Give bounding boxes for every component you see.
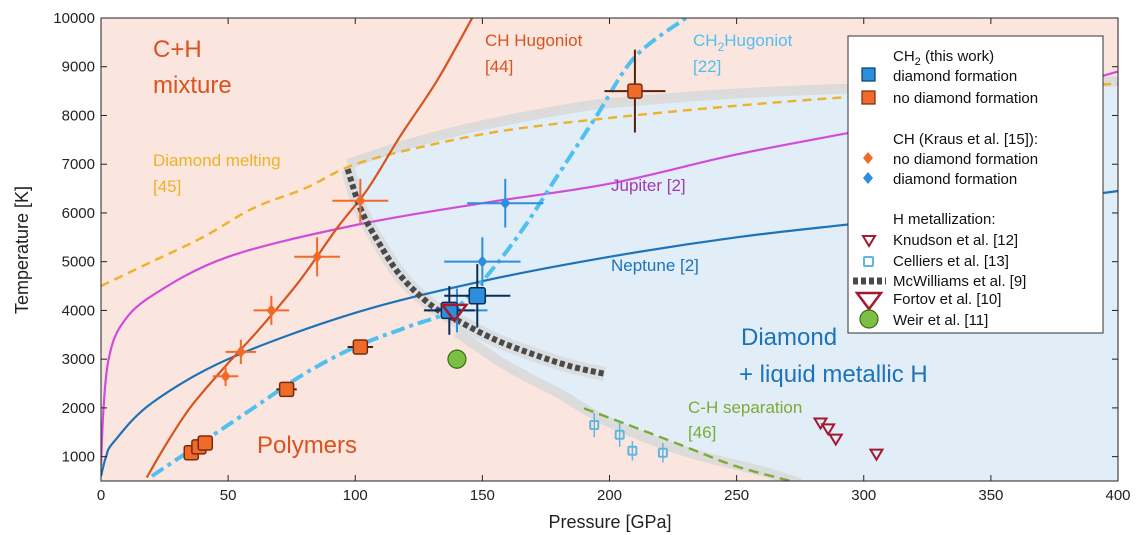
celliers-point <box>657 447 668 458</box>
x-tick-label: 100 <box>343 487 368 504</box>
y-tick-label: 7000 <box>62 156 95 173</box>
knudson-point <box>820 423 836 437</box>
x-tick-label: 250 <box>724 487 749 504</box>
y-axis-label: Temperature [K] <box>12 186 32 314</box>
kraus-no-diamond-point <box>266 304 277 317</box>
legend-marker-kraus-yes <box>863 172 873 184</box>
region-label-diamond-2: + liquid metallic H <box>739 361 928 388</box>
label-ch-hugoniot-2: [44] <box>485 57 513 76</box>
axis-ticks: 0 50 100 150 200 250 300 350 400 1000 2000 3000 4000… <box>53 10 1130 504</box>
kraus-no-diamond-point <box>220 370 231 383</box>
legend-diamond-formation: diamond formation <box>893 68 1017 85</box>
legend-fortov: Fortov et al. [10] <box>893 291 1001 308</box>
x-tick-label: 400 <box>1105 487 1130 504</box>
celliers-point <box>627 445 638 456</box>
fortov-point <box>439 303 469 323</box>
legend-box <box>847 35 1104 334</box>
y-tick-label: 2000 <box>62 400 95 417</box>
y-tick-label: 4000 <box>62 302 95 319</box>
legend-marker-celliers <box>863 256 874 267</box>
y-tick-label: 1000 <box>62 449 95 466</box>
region-label-ch-mixture-1: C+H <box>153 36 202 63</box>
label-separation-1: C-H separation <box>688 398 802 417</box>
legend-knudson: Knudson et al. [12] <box>893 232 1018 249</box>
y-tick-label: 6000 <box>62 205 95 222</box>
ch-separation-curve <box>583 407 796 481</box>
legend-marker-kraus-no <box>863 152 873 164</box>
y-tick-label: 9000 <box>62 59 95 76</box>
label-ch2-hugoniot: CH2Hugoniot <box>693 31 793 54</box>
x-tick-label: 200 <box>597 487 622 504</box>
legend-h-metal-header: H metallization: <box>893 211 996 228</box>
region-label-ch-mixture-2: mixture <box>153 72 232 99</box>
x-tick-label: 350 <box>978 487 1003 504</box>
legend-marker-no-diamond-formation <box>861 90 876 105</box>
y-tick-label: 10000 <box>53 10 95 27</box>
kraus-no-diamond-point <box>312 250 323 263</box>
kraus-diamond-point <box>477 255 488 268</box>
celliers-point <box>614 429 625 440</box>
ch2-diamond-point <box>440 301 459 320</box>
ch2-no-diamond-point <box>197 435 213 451</box>
kraus-no-diamond-point <box>355 194 366 207</box>
x-tick-label: 50 <box>220 487 237 504</box>
y-tick-label: 3000 <box>62 351 95 368</box>
legend-weir: Weir et al. [11] <box>893 312 988 329</box>
legend-marker-diamond-formation <box>861 67 876 82</box>
ch-hugoniot-curve <box>145 18 474 479</box>
x-axis-label: Pressure [GPa] <box>548 512 671 532</box>
label-neptune: Neptune [2] <box>611 256 699 275</box>
legend-kraus-yes: diamond formation <box>893 171 1017 188</box>
x-tick-label: 150 <box>470 487 495 504</box>
label-ch2-hugoniot-ref: [22] <box>693 57 721 76</box>
data-points-layer <box>183 49 885 463</box>
label-diamond-melting-2: [45] <box>153 177 181 196</box>
label-diamond-melting-1: Diamond melting <box>153 151 281 170</box>
region-label-diamond-1: Diamond <box>741 324 837 351</box>
legend-kraus-header: CH (Kraus et al. [15]): <box>893 131 1038 148</box>
legend-marker-knudson <box>861 235 877 248</box>
kraus-no-diamond-point <box>235 345 246 358</box>
label-separation-2: [46] <box>688 423 716 442</box>
celliers-point <box>589 419 600 430</box>
diamond-boundary-lower-band <box>454 328 802 481</box>
knudson-point <box>828 433 844 447</box>
x-tick-label: 0 <box>97 487 105 504</box>
legend-marker-weir <box>859 309 879 329</box>
region-label-polymers: Polymers <box>257 432 357 459</box>
label-jupiter: Jupiter [2] <box>611 176 686 195</box>
ch2-no-diamond-point <box>352 339 369 355</box>
knudson-point <box>868 448 885 462</box>
weir-point <box>447 349 467 369</box>
legend: CH2 (this work) diamond formation no dia… <box>847 35 1104 334</box>
ch2-no-diamond-point <box>627 83 643 99</box>
legend-celliers: Celliers et al. [13] <box>893 253 1009 270</box>
x-tick-label: 300 <box>851 487 876 504</box>
legend-no-diamond-formation: no diamond formation <box>893 90 1038 107</box>
y-tick-label: 8000 <box>62 107 95 124</box>
ch2-no-diamond-point <box>278 381 295 398</box>
legend-header-ch2: CH2 (this work) <box>893 48 994 68</box>
kraus-diamond-point <box>500 197 511 210</box>
y-tick-label: 5000 <box>62 254 95 271</box>
label-ch-hugoniot-1: CH Hugoniot <box>485 31 583 50</box>
ch2-diamond-point <box>468 287 487 305</box>
legend-mcwilliams: McWilliams et al. [9] <box>893 273 1026 290</box>
legend-marker-fortov <box>854 291 884 312</box>
legend-kraus-no: no diamond formation <box>893 151 1038 168</box>
